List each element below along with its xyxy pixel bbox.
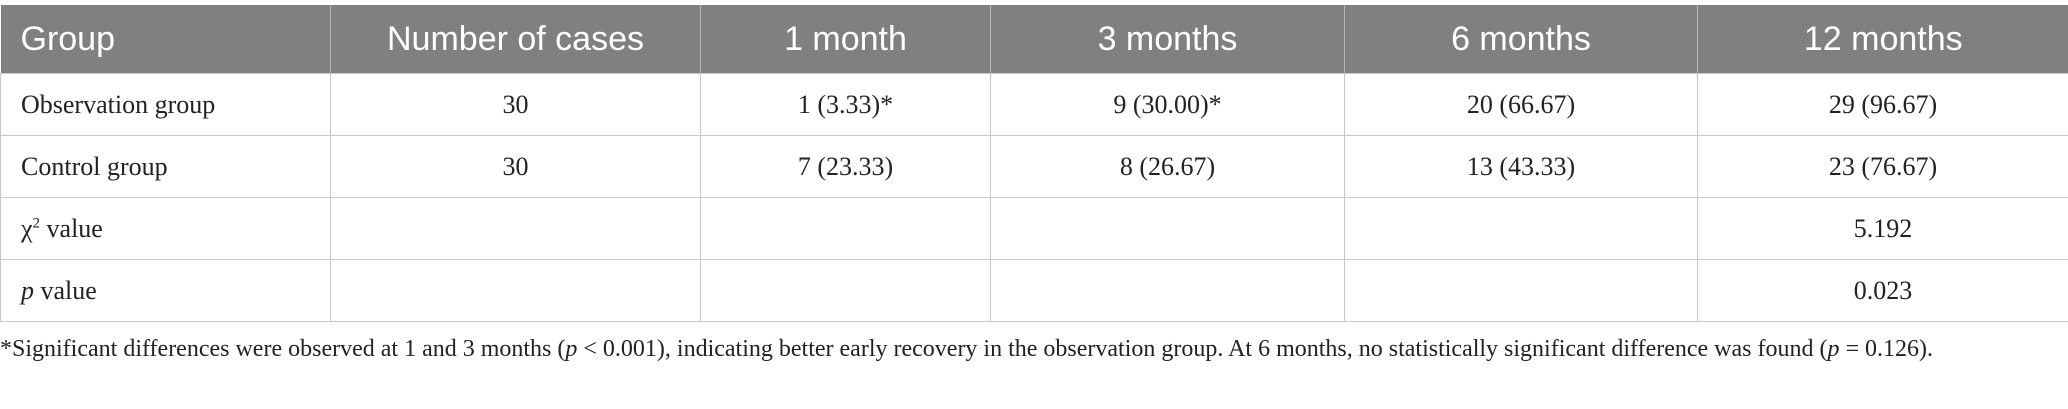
table-body: Observation group 30 1 (3.33)* 9 (30.00)* 20… xyxy=(0,73,2068,322)
column-header: 12 months xyxy=(1697,5,2068,74)
column-header: 1 month xyxy=(700,5,991,74)
table-row: Control group 30 7 (23.33) 8 (26.67) 13 (43.… xyxy=(0,135,2068,198)
table-row: χ2 value 5.192 xyxy=(0,197,2068,260)
table-cell: 8 (26.67) xyxy=(990,135,1345,198)
table-cell: 23 (76.67) xyxy=(1697,135,2068,198)
table-cell: 20 (66.67) xyxy=(1344,73,1698,136)
table-cell: 9 (30.00)* xyxy=(990,73,1345,136)
header-row: Group Number of cases 1 month 3 months 6 mon… xyxy=(0,5,2068,74)
table-cell: χ2 value xyxy=(0,197,331,260)
text-segment: p xyxy=(1827,336,1840,362)
table-cell: 5.192 xyxy=(1697,197,2068,260)
table-cell: 30 xyxy=(330,73,701,136)
text-segment: p xyxy=(21,275,34,305)
empty-cell xyxy=(330,197,701,260)
table-cell: 1 (3.33)* xyxy=(700,73,991,136)
column-header: 3 months xyxy=(990,5,1345,74)
text-segment: = 0.126). xyxy=(1839,336,1934,362)
empty-cell xyxy=(1344,197,1698,260)
text-segment: value xyxy=(40,213,103,243)
text-segment: value xyxy=(34,275,97,305)
table-cell: 0.023 xyxy=(1697,259,2068,322)
table-row: p value 0.023 xyxy=(0,259,2068,322)
data-table: Group Number of cases 1 month 3 months 6 mon… xyxy=(0,5,2068,322)
table-cell: 7 (23.33) xyxy=(700,135,991,198)
empty-cell xyxy=(700,197,991,260)
table-cell: Observation group xyxy=(0,73,331,136)
column-header: Group xyxy=(0,5,331,74)
column-header: Number of cases xyxy=(330,5,701,74)
empty-cell xyxy=(1344,259,1698,322)
footnote: *Significant differences were observed a… xyxy=(0,330,2060,368)
table-cell: p value xyxy=(0,259,331,322)
column-header: 6 months xyxy=(1344,5,1698,74)
table-cell: 13 (43.33) xyxy=(1344,135,1698,198)
text-segment: 2 xyxy=(32,214,41,231)
empty-cell xyxy=(990,197,1345,260)
empty-cell xyxy=(990,259,1345,322)
table-cell: 30 xyxy=(330,135,701,198)
text-segment: p xyxy=(565,336,578,362)
table-cell: Control group xyxy=(0,135,331,198)
text-segment: *Significant differences were observed a… xyxy=(0,336,566,362)
empty-cell xyxy=(330,259,701,322)
text-segment: χ xyxy=(21,213,33,243)
text-segment: < 0.001), indicating better early recove… xyxy=(577,336,1828,362)
table-row: Observation group 30 1 (3.33)* 9 (30.00)* 20… xyxy=(0,73,2068,136)
empty-cell xyxy=(700,259,991,322)
table-cell: 29 (96.67) xyxy=(1697,73,2068,136)
